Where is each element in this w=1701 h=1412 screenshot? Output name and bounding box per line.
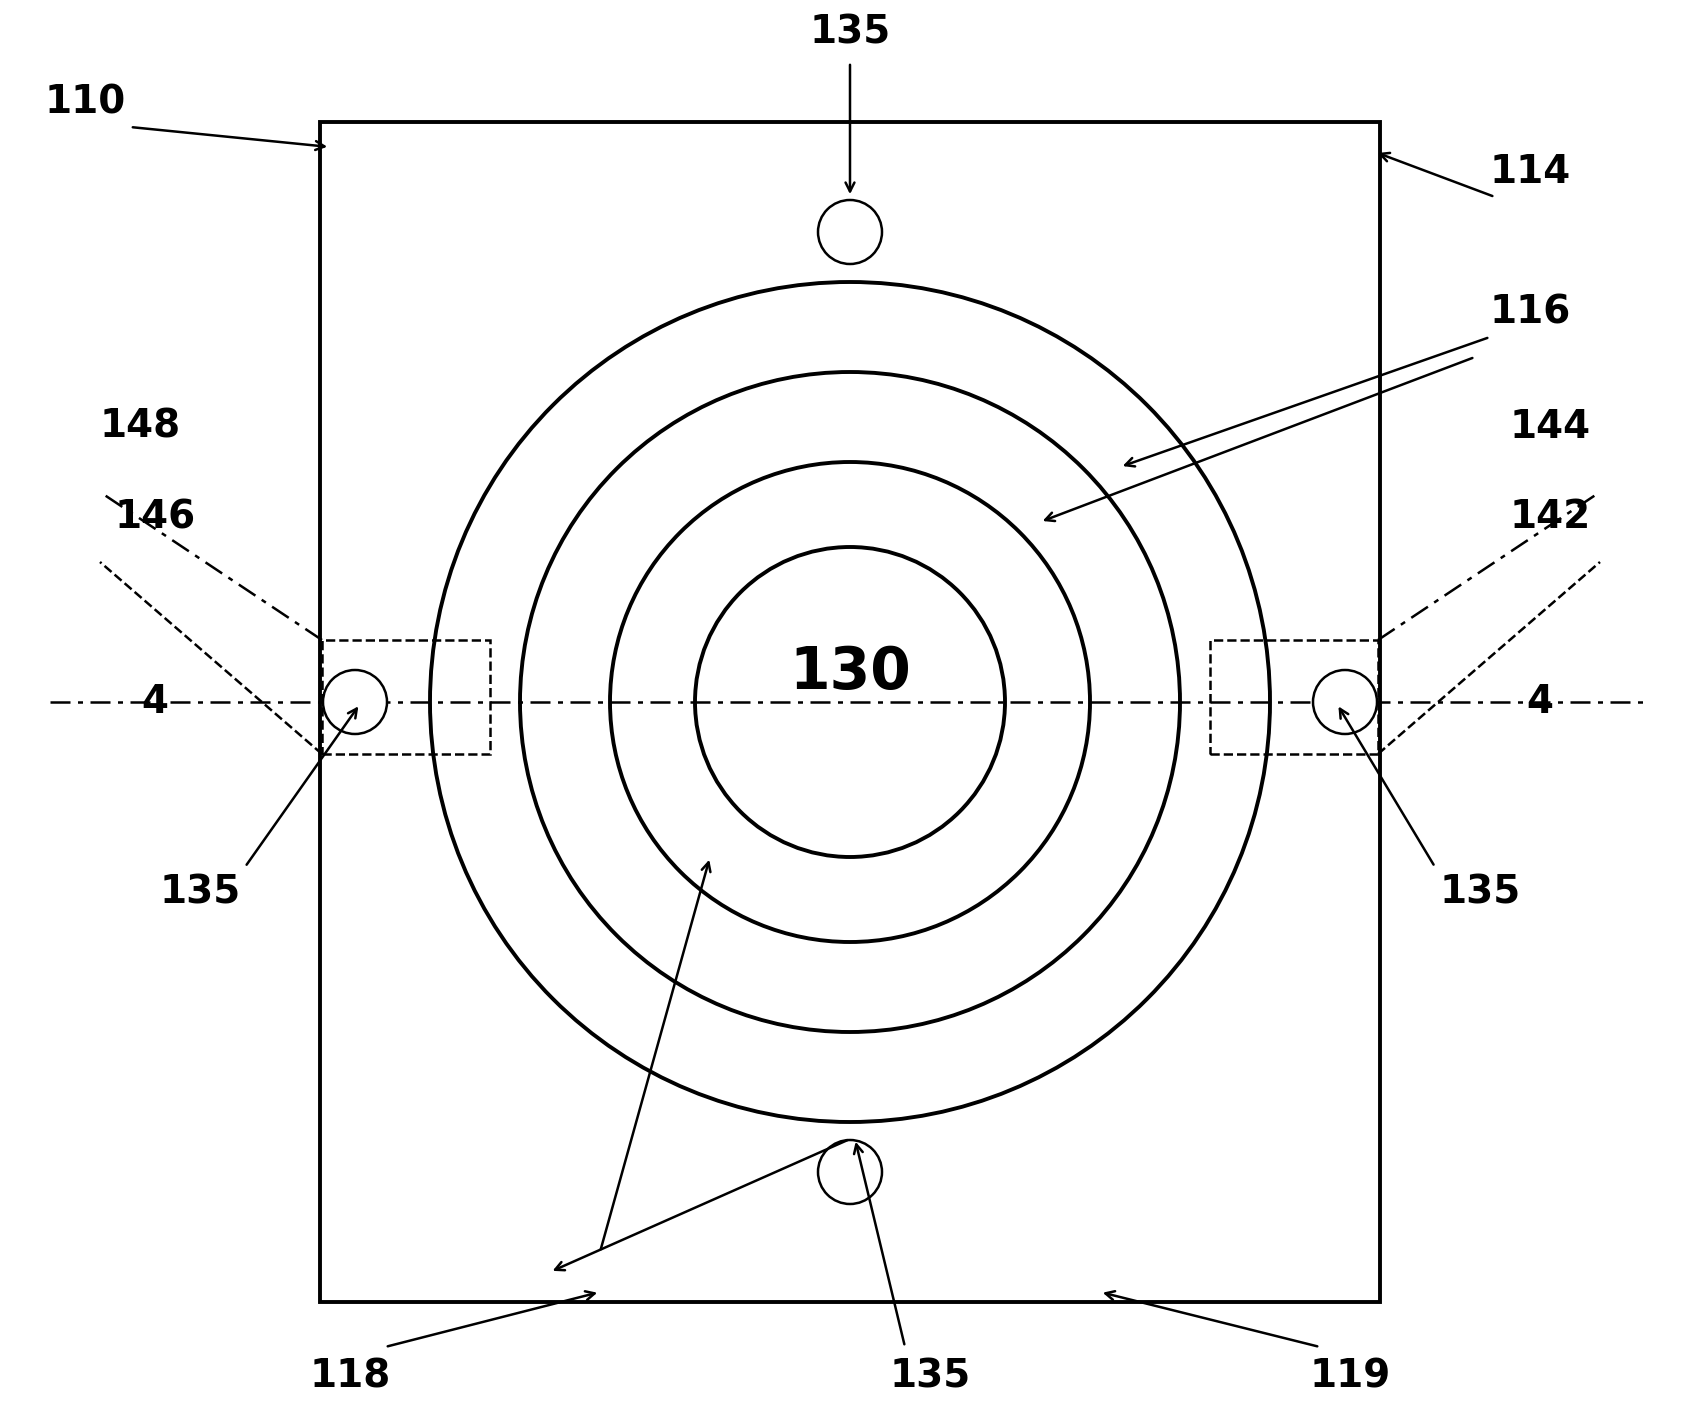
Circle shape <box>1313 671 1378 734</box>
Text: 148: 148 <box>99 408 180 446</box>
Circle shape <box>818 1139 883 1204</box>
Text: 4: 4 <box>141 683 168 722</box>
Text: 144: 144 <box>1509 408 1590 446</box>
FancyBboxPatch shape <box>320 121 1380 1302</box>
Text: 135: 135 <box>160 873 240 911</box>
Circle shape <box>818 201 883 264</box>
Circle shape <box>323 671 388 734</box>
Text: 135: 135 <box>1439 873 1521 911</box>
Text: 135: 135 <box>890 1358 971 1396</box>
Text: 116: 116 <box>1490 294 1570 330</box>
Text: 130: 130 <box>789 644 910 700</box>
Text: 118: 118 <box>310 1358 391 1396</box>
Text: 135: 135 <box>810 13 891 51</box>
Text: 119: 119 <box>1310 1358 1391 1396</box>
Text: 4: 4 <box>1526 683 1553 722</box>
Text: 114: 114 <box>1490 152 1570 191</box>
Text: 146: 146 <box>114 498 196 537</box>
Text: 142: 142 <box>1509 498 1590 537</box>
Text: 110: 110 <box>44 83 126 121</box>
